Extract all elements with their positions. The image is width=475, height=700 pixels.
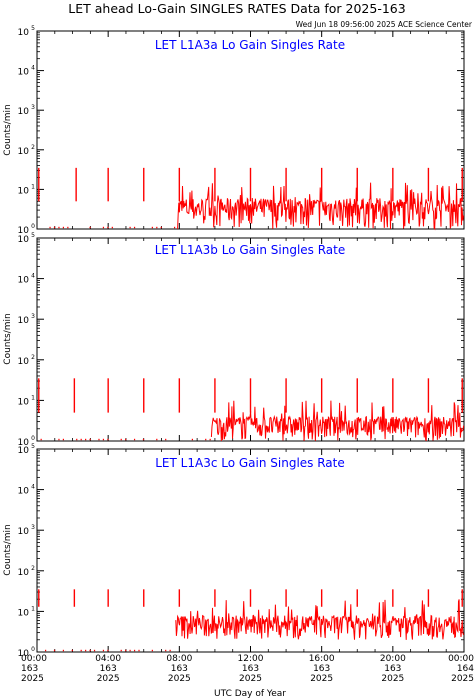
data-series bbox=[38, 167, 464, 231]
data-line bbox=[210, 400, 465, 442]
x-tick-label: 2025 bbox=[168, 674, 191, 684]
y-tick-label: 10 bbox=[18, 28, 30, 38]
y-tick-label: 10 bbox=[18, 608, 30, 618]
x-tick-label: 164 bbox=[457, 664, 474, 674]
y-tick-exponent: 3 bbox=[31, 104, 35, 111]
y-tick-label: 10 bbox=[18, 235, 30, 245]
y-tick-exponent: 0 bbox=[31, 435, 35, 442]
x-axis-label: UTC Day of Year bbox=[214, 689, 286, 699]
y-tick-exponent: 1 bbox=[31, 605, 35, 612]
panel-l1a3c: LET L1A3c Lo Gain Singles Rate Counts/mi… bbox=[3, 443, 465, 659]
figure-title: LET ahead Lo-Gain SINGLES RATES Data for… bbox=[68, 1, 405, 16]
x-tick-label: 163 bbox=[242, 664, 259, 674]
y-tick-label: 10 bbox=[18, 186, 30, 196]
y-tick-label: 10 bbox=[18, 527, 30, 537]
y-tick-label: 10 bbox=[18, 316, 30, 326]
panel-title: LET L1A3c Lo Gain Singles Rate bbox=[155, 456, 345, 470]
y-axis-label: Counts/min bbox=[3, 313, 13, 364]
y-tick-exponent: 3 bbox=[31, 313, 35, 320]
panel-title: LET L1A3b Lo Gain Singles Rate bbox=[155, 243, 346, 257]
y-tick-label: 10 bbox=[18, 147, 30, 157]
y-tick-exponent: 1 bbox=[31, 183, 35, 190]
y-tick-label: 10 bbox=[18, 276, 30, 286]
data-line bbox=[175, 599, 464, 640]
x-tick-label: 163 bbox=[21, 664, 38, 674]
y-tick-label: 10 bbox=[18, 226, 30, 236]
x-tick-label: 2025 bbox=[381, 674, 404, 684]
timestamp-label: Wed Jun 18 09:56:00 2025 ACE Science Cen… bbox=[296, 20, 473, 29]
y-tick-exponent: 4 bbox=[31, 484, 35, 491]
x-tick-label: 163 bbox=[384, 664, 401, 674]
x-tick-label: 20:00 bbox=[380, 654, 406, 664]
y-tick-label: 10 bbox=[18, 107, 30, 117]
y-tick-exponent: 5 bbox=[31, 232, 35, 239]
y-axis-label: Counts/min bbox=[3, 524, 13, 575]
y-tick-exponent: 2 bbox=[31, 565, 35, 572]
y-tick-exponent: 3 bbox=[31, 524, 35, 531]
panel-l1a3b: LET L1A3b Lo Gain Singles Rate Counts/mi… bbox=[3, 232, 465, 448]
y-tick-exponent: 4 bbox=[31, 273, 35, 280]
y-tick-label: 10 bbox=[18, 438, 30, 448]
x-tick-label: 08:00 bbox=[166, 654, 192, 664]
x-tick-label: 163 bbox=[313, 664, 330, 674]
y-axis-label: Counts/min bbox=[3, 104, 13, 155]
data-series bbox=[38, 378, 465, 442]
x-tick-label: 00:00 bbox=[21, 654, 47, 664]
y-tick-exponent: 5 bbox=[31, 25, 35, 32]
x-tick-label: 163 bbox=[171, 664, 188, 674]
y-tick-label: 10 bbox=[18, 446, 30, 456]
y-tick-label: 10 bbox=[18, 68, 30, 78]
x-tick-label: 04:00 bbox=[95, 654, 121, 664]
y-tick-label: 10 bbox=[18, 649, 30, 659]
x-tick-label: 12:00 bbox=[238, 654, 264, 664]
y-tick-exponent: 2 bbox=[31, 144, 35, 151]
y-tick-label: 10 bbox=[18, 568, 30, 578]
x-tick-label: 2025 bbox=[239, 674, 262, 684]
y-tick-exponent: 4 bbox=[31, 65, 35, 72]
x-tick-label: 163 bbox=[100, 664, 117, 674]
panel-title: LET L1A3a Lo Gain Singles Rate bbox=[155, 38, 345, 52]
data-line bbox=[177, 182, 464, 231]
x-tick-label: 16:00 bbox=[309, 654, 335, 664]
x-tick-label: 2025 bbox=[97, 674, 120, 684]
data-series bbox=[38, 589, 464, 652]
y-tick-exponent: 2 bbox=[31, 354, 35, 361]
y-tick-label: 10 bbox=[18, 357, 30, 367]
y-tick-label: 10 bbox=[18, 487, 30, 497]
x-axis-ticks: 00:00163202504:00163202508:00163202512:0… bbox=[21, 654, 474, 684]
x-tick-label: 2025 bbox=[310, 674, 333, 684]
x-tick-label: 2025 bbox=[21, 674, 44, 684]
y-tick-label: 10 bbox=[18, 397, 30, 407]
y-tick-exponent: 0 bbox=[31, 223, 35, 230]
x-tick-label: 2025 bbox=[451, 674, 474, 684]
y-tick-exponent: 1 bbox=[31, 394, 35, 401]
x-tick-label: 00:00 bbox=[448, 654, 474, 664]
y-tick-exponent: 0 bbox=[31, 646, 35, 653]
y-tick-exponent: 5 bbox=[31, 443, 35, 450]
panel-l1a3a: LET L1A3a Lo Gain Singles Rate Counts/mi… bbox=[3, 25, 465, 236]
